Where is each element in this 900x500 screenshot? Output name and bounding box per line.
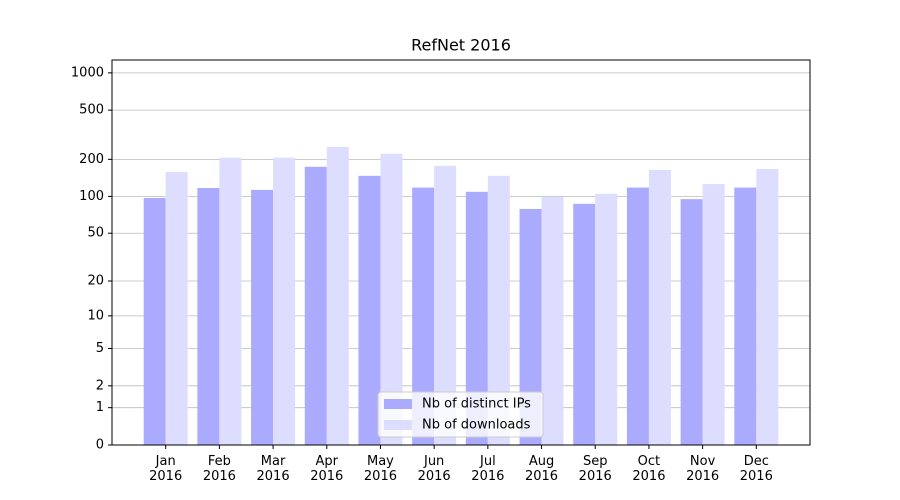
x-tick-label: Jan 2016	[149, 454, 183, 484]
y-tick-label: 50	[87, 226, 104, 241]
legend-swatch	[384, 399, 412, 409]
y-tick-label: 100	[79, 189, 104, 204]
x-tick-label: May 2016	[363, 454, 397, 484]
bar	[197, 188, 220, 445]
bar	[251, 189, 274, 445]
bar	[487, 175, 510, 445]
bar	[304, 166, 327, 445]
x-tick-label: Mar 2016	[256, 454, 290, 484]
bar	[680, 199, 703, 445]
bar	[756, 169, 779, 445]
y-tick-label: 5	[96, 341, 104, 356]
legend-label: Nb of distinct IPs	[422, 397, 531, 412]
bar	[434, 165, 457, 445]
y-tick-label: 10	[87, 308, 104, 323]
legend-label: Nb of downloads	[422, 418, 531, 433]
x-tick-label: Dec 2016	[739, 454, 773, 484]
chart-title: RefNet 2016	[411, 36, 511, 55]
legend: Nb of distinct IPs Nb of downloads	[377, 391, 544, 438]
x-tick-label: Sep 2016	[578, 454, 612, 484]
y-tick-label: 0	[96, 438, 104, 453]
x-tick-label: Oct 2016	[632, 454, 666, 484]
bar	[380, 153, 403, 445]
bar	[626, 187, 649, 445]
bar	[519, 208, 542, 445]
legend-box	[377, 391, 544, 438]
x-tick-label: Jun 2016	[417, 454, 451, 484]
legend-swatch	[384, 420, 412, 430]
x-tick-label: Jul 2016	[471, 454, 505, 484]
bar	[734, 187, 757, 445]
bar	[326, 146, 349, 445]
x-tick-label: Nov 2016	[686, 454, 720, 484]
plot-frame	[111, 59, 811, 446]
bar	[358, 175, 381, 445]
bar	[648, 169, 671, 446]
y-tick-label: 1000	[71, 65, 104, 80]
bar	[573, 203, 596, 445]
y-tick-label: 500	[79, 103, 104, 118]
bar	[702, 184, 725, 446]
y-tick-label: 200	[79, 152, 104, 167]
x-tick-label: Feb 2016	[202, 454, 236, 484]
y-tick-label: 20	[87, 274, 104, 289]
bar	[219, 157, 242, 445]
bar	[143, 198, 166, 445]
bar	[273, 157, 296, 445]
bar	[165, 171, 188, 445]
x-tick-label: Aug 2016	[524, 454, 559, 484]
bar	[465, 191, 488, 445]
bar	[541, 196, 564, 445]
y-tick-label: 2	[96, 378, 104, 393]
y-tick-label: 1	[96, 400, 104, 415]
bar	[412, 187, 435, 445]
bar	[595, 193, 618, 445]
x-tick-label: Apr 2016	[310, 454, 344, 484]
